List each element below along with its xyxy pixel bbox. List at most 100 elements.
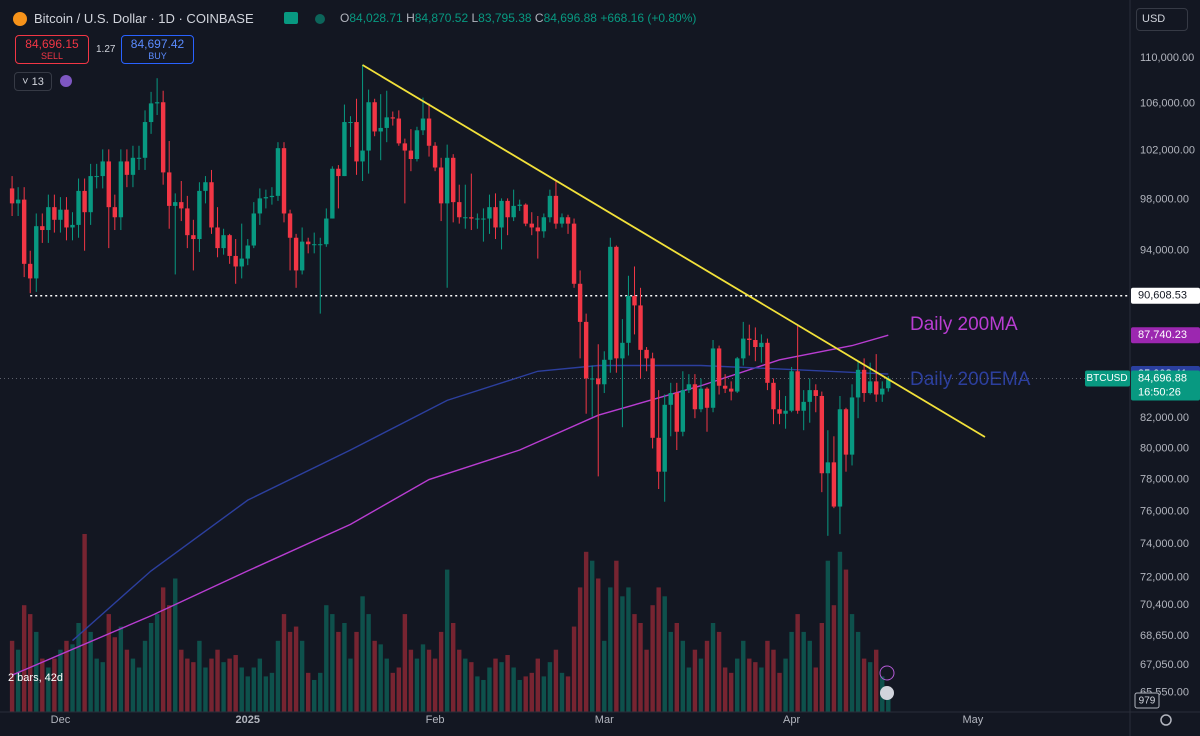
event-icon[interactable]	[880, 686, 894, 700]
axis-layer: 110,000.00 106,000.00 102,000.00 98,000.00 9…	[51, 52, 1200, 726]
price-label: 87,740.23	[1138, 329, 1187, 341]
candle-body	[547, 195, 553, 218]
candle-body	[197, 190, 202, 240]
candle-body	[420, 118, 426, 131]
volume-bar	[475, 676, 480, 712]
volume-bar	[668, 631, 673, 712]
volume-bar	[414, 658, 420, 712]
currency-button[interactable]: USD	[1136, 8, 1188, 31]
ohlc-key: H	[406, 11, 415, 25]
ohlc-value: 83,795.38	[478, 11, 532, 25]
plot-area: Daily 200MA Daily 200EMA	[0, 64, 1130, 712]
candle-body	[608, 246, 613, 360]
volume-bar	[686, 667, 692, 712]
candle-body	[650, 358, 655, 438]
volume-bar	[771, 649, 776, 712]
candle-body	[886, 378, 891, 389]
volume-bar	[185, 658, 190, 712]
candle-body	[807, 390, 812, 402]
indicators-toggle[interactable]: ˅ 13	[14, 72, 52, 91]
volume-bar	[330, 614, 335, 712]
candle-body	[880, 388, 885, 395]
candle-body	[620, 342, 625, 359]
candle-body	[656, 437, 661, 472]
sell-button[interactable]: 84,696.15 SELL	[15, 35, 89, 64]
settings-icon[interactable]	[1160, 714, 1172, 726]
event-icon[interactable]	[879, 665, 895, 681]
volume-bar	[318, 672, 323, 712]
volume-bar	[692, 649, 698, 712]
candle-body	[444, 157, 450, 204]
candle-body	[565, 217, 571, 224]
candle-body	[324, 218, 329, 245]
volume-bar	[457, 649, 462, 712]
x-tick-label: Feb	[426, 714, 445, 726]
volume-bar	[28, 614, 33, 712]
candle-body	[451, 157, 456, 203]
candle-body	[179, 202, 184, 209]
buy-button[interactable]: 84,697.42 BUY	[121, 35, 194, 64]
candle-body	[342, 122, 347, 177]
volume-bar	[741, 640, 746, 712]
candle-body	[553, 195, 559, 224]
volume-bar	[100, 662, 105, 712]
status-dot	[315, 14, 325, 24]
candle-body	[517, 204, 522, 206]
volume-bar	[608, 587, 613, 712]
candle-body	[203, 182, 208, 191]
volume-bar	[245, 676, 250, 712]
candle-body	[777, 409, 782, 414]
candle-body	[9, 188, 15, 204]
candle-body	[813, 390, 818, 396]
volume-bar	[747, 658, 752, 712]
volume-bar	[293, 626, 299, 712]
y-tick-label: 76,000.00	[1140, 505, 1189, 517]
candle-body	[523, 204, 528, 224]
volume-bar	[52, 658, 57, 712]
volume-bar	[765, 640, 770, 712]
candle-body	[281, 148, 287, 214]
volume-bar	[336, 631, 341, 712]
volume-bar	[9, 640, 15, 712]
candle-body	[408, 150, 414, 160]
candle-body	[571, 223, 577, 284]
candle-body	[378, 127, 383, 132]
candle-body	[58, 209, 63, 220]
y-tick-label: 80,000.00	[1140, 442, 1189, 454]
volume-bar	[614, 560, 619, 712]
candle-body	[843, 409, 849, 455]
volume-bar	[342, 623, 347, 712]
price-label: 84,696.88	[1138, 372, 1187, 384]
volume-bar	[372, 640, 377, 712]
volume-bar	[680, 640, 686, 712]
volume-bar	[420, 644, 426, 712]
candle-body	[662, 404, 667, 472]
volume-bar	[179, 649, 184, 712]
volume-bar	[735, 658, 740, 712]
candle-body	[366, 102, 371, 151]
volume-bar	[21, 605, 27, 712]
candle-body	[299, 241, 305, 271]
candle-body	[686, 384, 692, 391]
volume-bar	[203, 667, 208, 712]
volume-bar	[620, 596, 625, 712]
volume-bar	[70, 644, 75, 712]
ohlc-key: C	[534, 11, 544, 25]
candle-body	[257, 198, 263, 214]
volume-bar	[438, 631, 444, 712]
volume-bar	[396, 667, 402, 712]
volume-bar	[499, 662, 504, 712]
candle-body	[106, 161, 111, 208]
volume-bar	[275, 640, 281, 712]
volume-bar	[360, 596, 365, 712]
volume-bar	[82, 534, 87, 712]
volume-bar	[209, 658, 214, 712]
candle-body	[559, 217, 565, 224]
y-tick-label: 72,000.00	[1140, 572, 1189, 584]
volume-bar	[64, 640, 69, 712]
change: +668.16 (+0.80%)	[600, 11, 697, 25]
volume-bar	[789, 631, 794, 712]
candle-body	[88, 176, 93, 213]
volume-bar	[299, 640, 305, 712]
candle-body	[614, 246, 619, 359]
